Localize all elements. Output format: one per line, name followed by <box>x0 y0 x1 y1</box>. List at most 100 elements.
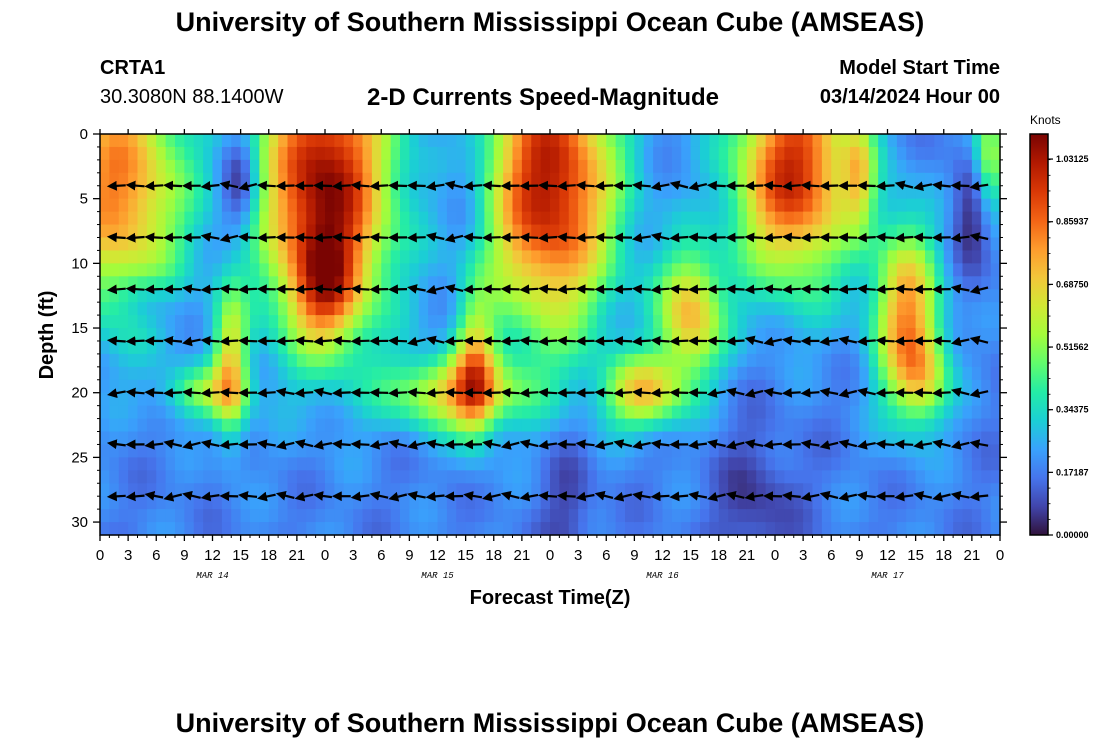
heatmap-cell <box>203 289 214 303</box>
heatmap-cell <box>259 172 270 187</box>
heatmap-cell <box>615 392 626 407</box>
heatmap-cell <box>784 444 795 458</box>
heatmap-cell <box>465 431 476 446</box>
heatmap-cell <box>400 418 410 433</box>
heatmap-cell <box>128 392 139 407</box>
heatmap-cell <box>746 379 757 394</box>
heatmap-cell <box>437 315 448 329</box>
heatmap-cell <box>325 237 335 252</box>
heatmap-cell <box>681 224 692 239</box>
heatmap-cell <box>578 392 589 407</box>
heatmap-cell <box>212 263 223 277</box>
heatmap-cell <box>362 146 373 161</box>
heatmap-cell <box>503 198 514 213</box>
heatmap-cell <box>793 405 804 420</box>
current-vector <box>894 439 914 450</box>
heatmap-cell <box>737 289 748 303</box>
heatmap-cell <box>437 431 448 446</box>
current-vector <box>800 439 820 450</box>
heatmap-cell <box>521 431 532 446</box>
heatmap-cell <box>465 457 476 471</box>
heatmap-cell <box>362 134 373 148</box>
heatmap-cell <box>990 134 1001 148</box>
heatmap-cell <box>343 392 354 407</box>
heatmap-cell <box>971 340 982 355</box>
heatmap-cell <box>371 496 382 510</box>
heatmap-cell <box>212 302 223 316</box>
heatmap-cell <box>400 289 410 303</box>
heatmap-cell <box>146 392 157 407</box>
heatmap-cell <box>568 198 579 213</box>
heatmap-cell <box>718 211 729 226</box>
heatmap-cell <box>896 379 907 394</box>
current-vector <box>350 491 370 502</box>
heatmap-cell <box>156 224 167 239</box>
heatmap-cell <box>521 224 532 239</box>
heatmap-cell <box>700 431 710 446</box>
current-vector <box>200 232 220 242</box>
heatmap-cell <box>962 159 973 174</box>
current-vector <box>407 284 426 294</box>
heatmap-cell <box>446 483 457 497</box>
heatmap-cell <box>634 302 645 316</box>
heatmap-cell <box>165 431 176 446</box>
heatmap-cell <box>681 250 692 264</box>
heatmap-cell <box>737 431 748 446</box>
heatmap-cell <box>400 315 410 329</box>
heatmap-cell <box>596 328 607 342</box>
heatmap-cell <box>821 185 832 200</box>
heatmap-cell <box>484 198 495 213</box>
heatmap-cell <box>325 159 335 174</box>
heatmap-cell <box>625 457 635 471</box>
heatmap-cell <box>446 444 457 458</box>
heatmap-cell <box>821 496 832 510</box>
heatmap-cell <box>278 470 289 484</box>
heatmap-cell <box>343 146 354 161</box>
heatmap-cell <box>821 134 832 148</box>
heatmap-cell <box>343 172 354 187</box>
heatmap-cell <box>793 340 804 355</box>
current-vector <box>519 232 539 243</box>
heatmap-cell <box>165 340 176 355</box>
heatmap-cell <box>475 431 485 446</box>
heatmap-cell <box>315 328 326 342</box>
heatmap-cell <box>296 405 307 420</box>
heatmap-cell <box>662 302 673 316</box>
heatmap-cell <box>690 340 701 355</box>
heatmap-cell <box>746 134 757 148</box>
heatmap-cell <box>990 483 1001 497</box>
heatmap-cell <box>943 224 954 239</box>
heatmap-cell <box>540 146 551 161</box>
heatmap-cell <box>812 134 823 148</box>
heatmap-cell <box>193 134 204 148</box>
heatmap-cell <box>915 198 926 213</box>
heatmap-cell <box>493 185 504 200</box>
heatmap-cell <box>625 276 635 290</box>
heatmap-cell <box>803 172 814 187</box>
heatmap-cell <box>746 418 757 433</box>
heatmap-cell <box>109 237 120 252</box>
heatmap-cell <box>334 211 345 226</box>
heatmap-cell <box>653 457 664 471</box>
heatmap-cell <box>484 289 495 303</box>
heatmap-cell <box>887 353 898 368</box>
heatmap-cell <box>953 509 964 523</box>
heatmap-cell <box>934 418 945 433</box>
heatmap-cell <box>259 366 270 381</box>
heatmap-cell <box>962 328 973 342</box>
heatmap-cell <box>690 302 701 316</box>
heatmap-cell <box>165 509 176 523</box>
heatmap-cell <box>315 276 326 290</box>
heatmap-cell <box>465 340 476 355</box>
heatmap-cell <box>775 185 785 200</box>
heatmap-cell <box>784 418 795 433</box>
heatmap-cell <box>137 328 148 342</box>
heatmap-cell <box>643 237 654 252</box>
heatmap-cell <box>250 289 260 303</box>
heatmap-cell <box>596 353 607 368</box>
current-vector <box>444 233 464 243</box>
heatmap-cell <box>756 263 767 277</box>
heatmap-cell <box>728 315 739 329</box>
heatmap-cell <box>896 315 907 329</box>
current-vector <box>969 284 989 295</box>
